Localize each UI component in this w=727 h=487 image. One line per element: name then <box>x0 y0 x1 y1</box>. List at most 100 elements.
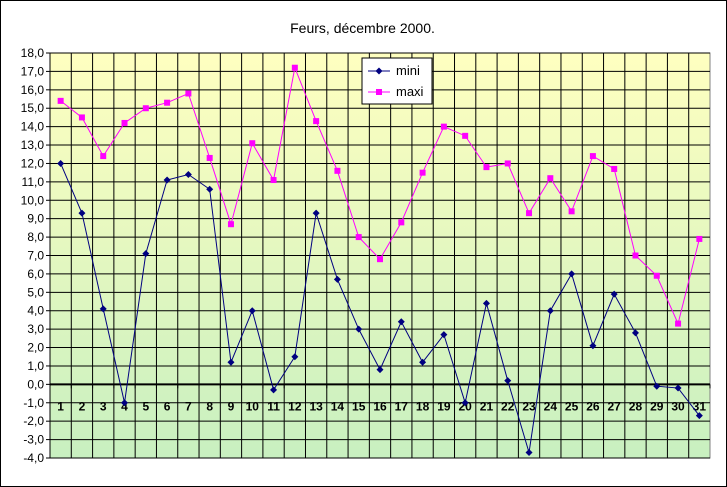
point-maxi <box>547 175 554 182</box>
point-mini <box>333 275 341 283</box>
x-tick-label: 31 <box>693 399 707 413</box>
x-tick-label: 13 <box>309 399 323 413</box>
y-tick-label: 3,0 <box>27 322 44 336</box>
point-maxi <box>398 219 405 226</box>
y-tick-label: 6,0 <box>27 267 44 281</box>
x-tick-label: 7 <box>185 399 192 413</box>
point-mini <box>248 307 256 315</box>
point-maxi <box>206 154 213 161</box>
point-maxi <box>100 153 107 160</box>
y-tick-label: 16,0 <box>21 83 45 97</box>
y-tick-label: 10,0 <box>21 193 45 207</box>
chart-title: Feurs, décembre 2000. <box>290 20 435 36</box>
x-tick-label: 8 <box>206 399 213 413</box>
point-maxi <box>270 177 277 184</box>
x-tick-label: 19 <box>437 399 451 413</box>
point-maxi <box>291 64 298 71</box>
y-tick-label: 18,0 <box>21 46 45 60</box>
x-tick-label: 25 <box>565 399 579 413</box>
point-mini <box>206 185 214 193</box>
point-maxi <box>589 153 596 160</box>
point-mini <box>631 329 639 337</box>
x-tick-label: 2 <box>79 399 86 413</box>
y-tick-label: 15,0 <box>21 101 45 115</box>
point-maxi <box>462 132 469 139</box>
point-mini <box>312 209 320 217</box>
y-tick-label: 8,0 <box>27 230 44 244</box>
y-axis: 18,0 17,0 16,0 15,0 14,0 13,0 12,0 11,0 10,0 9,0 8… <box>21 46 51 465</box>
point-mini <box>461 399 469 407</box>
point-maxi <box>611 165 618 172</box>
point-mini <box>546 307 554 315</box>
point-mini <box>57 159 65 167</box>
x-tick-label: 27 <box>608 399 622 413</box>
point-mini <box>121 399 129 407</box>
point-maxi <box>334 167 341 174</box>
point-mini <box>270 386 278 394</box>
x-tick-label: 22 <box>501 399 515 413</box>
x-tick-label: 3 <box>100 399 107 413</box>
point-mini <box>184 171 192 178</box>
point-maxi <box>675 320 682 327</box>
legend-label-maxi: maxi <box>396 84 424 99</box>
point-maxi <box>57 97 64 104</box>
point-mini <box>78 209 86 217</box>
y-tick-label: 5,0 <box>27 285 44 299</box>
point-maxi <box>526 210 533 217</box>
x-tick-label: 4 <box>121 399 128 413</box>
y-tick-label: 1,0 <box>27 359 44 373</box>
point-mini <box>440 331 448 339</box>
x-tick-label: 11 <box>267 399 280 413</box>
x-tick-label: 18 <box>416 399 430 413</box>
y-tick-label: 12,0 <box>21 156 45 170</box>
point-mini <box>568 270 576 278</box>
point-maxi <box>227 221 234 228</box>
point-mini <box>482 299 490 307</box>
point-maxi <box>419 169 426 176</box>
y-tick-label: 11,0 <box>22 175 45 189</box>
point-mini <box>291 353 299 361</box>
point-mini <box>504 377 512 385</box>
point-mini <box>142 250 150 258</box>
point-maxi <box>696 235 703 242</box>
point-mini <box>419 358 427 366</box>
x-tick-label: 9 <box>228 399 235 413</box>
x-tick-label: 23 <box>522 399 536 413</box>
point-mini <box>610 290 618 298</box>
point-mini <box>674 384 682 392</box>
point-maxi <box>568 208 575 215</box>
point-maxi <box>142 105 149 112</box>
x-tick-label: 10 <box>246 399 260 413</box>
legend-box <box>361 57 433 105</box>
x-tick-label: 21 <box>480 399 494 413</box>
point-maxi <box>355 234 362 241</box>
point-mini <box>397 318 405 326</box>
gridlines <box>50 52 710 459</box>
x-tick-label: 30 <box>671 399 685 413</box>
point-mini <box>525 448 533 456</box>
y-tick-label: 7,0 <box>27 249 44 263</box>
y-tick-label: -4,0 <box>23 451 44 465</box>
point-maxi <box>313 118 320 125</box>
series-layer <box>57 64 703 456</box>
y-tick-label: 4,0 <box>27 304 44 318</box>
x-tick-label: 1 <box>57 399 64 413</box>
point-mini <box>99 305 107 313</box>
x-axis: 1 2 3 4 5 6 7 8 9 10 11 12 13 14 15 16 17 18 19 20 21 22 23 24 2… <box>49 383 711 413</box>
point-maxi <box>632 252 639 259</box>
legend: mini maxi <box>361 57 433 105</box>
point-maxi <box>249 140 256 147</box>
point-mini <box>355 325 363 333</box>
x-tick-label: 14 <box>331 399 345 413</box>
legend-label-mini: mini <box>396 63 420 78</box>
x-tick-label: 12 <box>288 399 302 413</box>
point-maxi <box>483 164 490 171</box>
x-tick-label: 15 <box>352 399 366 413</box>
legend-marker-mini <box>375 67 383 75</box>
y-tick-label: 13,0 <box>21 138 45 152</box>
x-tick-label: 5 <box>142 399 149 413</box>
point-mini <box>376 366 384 374</box>
x-tick-label: 24 <box>544 399 558 413</box>
point-mini <box>589 342 597 350</box>
